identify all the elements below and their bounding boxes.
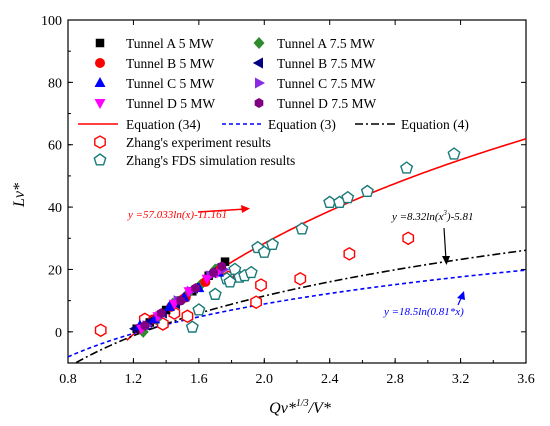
legend-label-tunnel-a-5: Tunnel A 5 MW [126,36,214,51]
x-tick-label: 2.8 [386,372,404,387]
y-tick-label: 40 [48,201,62,216]
y-tick-label: 60 [48,139,62,154]
x-tick-label: 0.8 [59,372,77,387]
data-point [217,261,227,272]
data-point [360,184,374,198]
x-axis-title: Qv*1/3/V* [269,398,331,417]
y-axis-title: Lv* [11,183,28,208]
legend-marker-fix [253,57,263,69]
legend-label-tunnel-b-5: Tunnel B 5 MW [126,56,215,71]
data-point [341,190,355,204]
annotation-eq-4: y =8.32ln(x3)-5.81 [391,209,474,223]
axis-ticks [67,19,527,364]
legend-marker [94,99,106,109]
data-point [192,303,206,316]
legend-label-tunnel-c-75: Tunnel C 7.5 MW [277,76,376,91]
annotation-arrow-black [443,227,447,261]
data-point [176,295,186,306]
data-point [191,283,200,294]
legend-markers [93,37,265,166]
annotation-arrowhead-blue [457,291,465,300]
data-point [400,161,414,174]
legend-marker [95,38,105,48]
data-point [244,265,258,279]
legend-label-eq34: Equation (34) [126,117,201,132]
data-point [94,323,107,338]
x-tick-label: 3.6 [517,372,535,387]
legend-label-tunnel-c-5: Tunnel C 5 MW [126,76,215,91]
x-tick-label: 2.4 [321,372,339,387]
data-point [201,274,213,285]
legend-label-tunnel-d-75: Tunnel D 7.5 MW [277,96,377,111]
annotation-eq-3: y =18.5ln(0.81*x) [383,306,464,318]
data-point [265,237,279,251]
legend-label-tunnel-a-75: Tunnel A 7.5 MW [277,36,375,51]
data-point [140,320,150,331]
x-tick-label: 1.6 [190,372,208,387]
data-point [208,287,222,300]
data-point [163,300,175,311]
x-tick-label: 1.2 [125,372,143,387]
x-tick-labels: 0.8 1.2 1.6 2.0 2.4 2.8 3.2 3.6 [59,372,535,387]
annotation-arrowhead-red [241,205,250,213]
legend-label-eq3: Equation (3) [268,117,336,132]
data-point [156,308,166,319]
data-point [447,147,461,160]
curve-dashdot [75,249,527,364]
legend: Tunnel A 5 MW Tunnel A 7.5 MW Tunnel B 5… [78,36,469,168]
legend-marker [255,77,265,89]
data-point [255,278,267,292]
data-point [209,267,218,278]
legend-label-eq4: Equation (4) [401,117,469,132]
data-point [294,272,307,286]
data-point [181,309,194,324]
legend-marker [254,98,264,108]
y-tick-labels: 0 20 40 60 80 100 [41,14,62,341]
x-tick-label: 3.2 [452,372,470,387]
legend-marker [93,153,107,166]
y-tick-label: 0 [55,326,62,341]
annotation-arrow-red [197,208,247,213]
data-point [402,231,415,246]
data-point [185,320,199,333]
legend-marker [253,37,265,49]
annotation-arrowhead-black [442,256,450,265]
legend-marker [94,135,106,149]
legend-label-zhang-exp: Zhang's experiment results [126,135,271,150]
legend-label-zhang-fds: Zhang's FDS simulation results [126,153,295,168]
annotation-eq-34: y =57.033ln(x)-11.161 [127,209,227,221]
equation-annotations: y =57.033ln(x)-11.161 y =8.32ln(x3)-5.81… [127,205,474,318]
data-point [220,257,230,266]
y-tick-label: 100 [41,14,62,29]
data-point [250,295,262,310]
legend-marker [95,58,105,68]
x-tick-label: 2.0 [256,372,274,387]
data-points [94,147,461,338]
legend-label-tunnel-d-5: Tunnel D 5 MW [126,96,215,111]
legend-marker [94,77,106,87]
y-tick-label: 20 [48,263,62,278]
data-point [343,247,356,261]
legend-label-tunnel-b-75: Tunnel B 7.5 MW [277,56,376,71]
data-point [295,222,309,235]
y-tick-label: 80 [48,76,62,91]
